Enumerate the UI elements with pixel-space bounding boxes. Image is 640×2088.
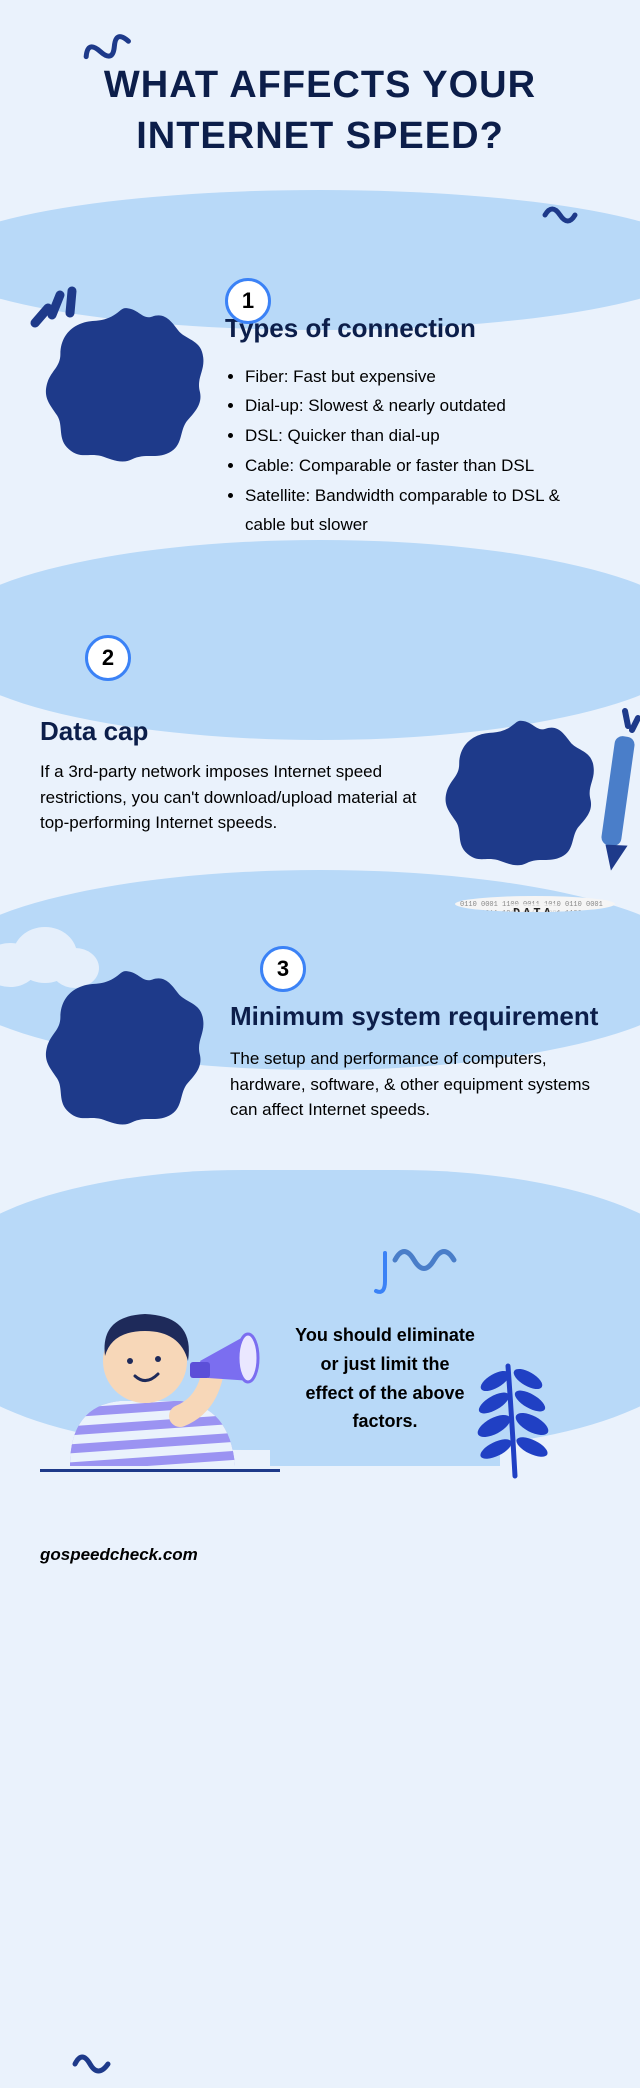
section-connection-types: 1 Types of connection Fiber: Fast but ex… xyxy=(40,303,600,541)
person-megaphone-illustration xyxy=(40,1266,260,1466)
section-2-body: If a 3rd-party network imposes Internet … xyxy=(40,759,420,836)
pen-icon xyxy=(580,706,640,876)
section-1-heading: Types of connection xyxy=(225,313,600,344)
section-number-1: 1 xyxy=(225,278,271,324)
section-number-3: 3 xyxy=(260,946,306,992)
leaf-icon xyxy=(470,1351,560,1481)
section-3-body: The setup and performance of computers, … xyxy=(230,1046,600,1123)
list-item: Cable: Comparable or faster than DSL xyxy=(245,451,600,481)
conclusion-card: You should eliminate or just limit the e… xyxy=(270,1291,500,1466)
section-2-heading: Data cap xyxy=(40,716,420,747)
data-image xyxy=(455,896,615,912)
connection-types-list: Fiber: Fast but expensive Dial-up: Slowe… xyxy=(225,362,600,541)
underline-decor xyxy=(40,1469,280,1472)
image-frame-3 xyxy=(40,966,210,1136)
page-title: WHAT AFFECTS YOUR INTERNET SPEED? xyxy=(40,60,600,163)
conclusion-text: You should eliminate or just limit the e… xyxy=(295,1325,475,1431)
list-item: DSL: Quicker than dial-up xyxy=(245,421,600,451)
footer-source: gospeedcheck.com xyxy=(40,1545,198,1565)
section-number-2: 2 xyxy=(85,635,131,681)
hook-icon xyxy=(370,1251,400,1301)
section-system-requirement: 3 Minimum system requirement The setup a… xyxy=(40,966,600,1136)
list-item: Fiber: Fast but expensive xyxy=(245,362,600,392)
image-frame-2 xyxy=(440,716,600,876)
image-frame-1 xyxy=(40,303,210,473)
list-item: Dial-up: Slowest & nearly outdated xyxy=(245,391,600,421)
squiggle-decor-tr xyxy=(540,200,580,237)
list-item: Satellite: Bandwidth comparable to DSL &… xyxy=(245,481,600,541)
conclusion-block: You should eliminate or just limit the e… xyxy=(40,1266,600,1466)
squiggle-decor-bl xyxy=(70,2046,115,2088)
section-data-cap: 2 Data cap If a 3rd-party network impose… xyxy=(40,650,600,876)
section-3-heading: Minimum system requirement xyxy=(230,1001,600,1032)
